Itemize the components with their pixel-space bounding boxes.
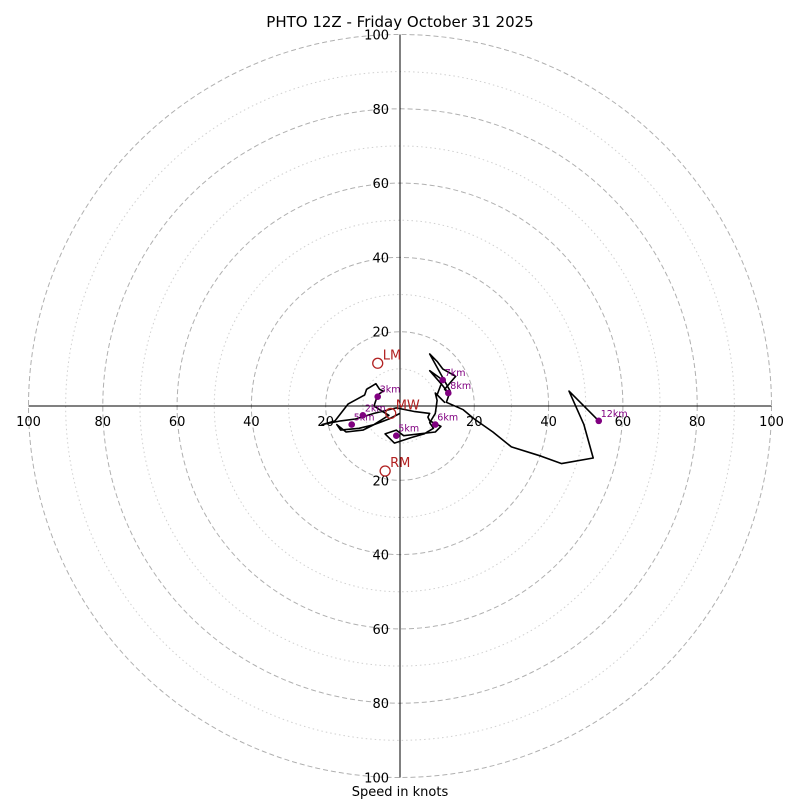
y-tick-label: 100 bbox=[364, 29, 389, 44]
x-axis-label: Speed in knots bbox=[352, 785, 449, 800]
x-tick-label: 60 bbox=[169, 415, 186, 430]
height-markers: 2km 3km 5km 5km 6km 7km 8km 12km bbox=[348, 368, 628, 440]
y-tick-label: 80 bbox=[372, 697, 389, 712]
storm-motion-label: MW bbox=[396, 398, 420, 413]
height-marker-label: 7km bbox=[445, 368, 466, 379]
storm-motion-marker bbox=[385, 407, 397, 420]
height-marker-label: 8km bbox=[450, 381, 471, 392]
y-tick-label: 40 bbox=[372, 549, 389, 564]
chart-title: PHTO 12Z - Friday October 31 2025 bbox=[266, 13, 533, 31]
height-marker-dot bbox=[431, 421, 439, 428]
x-tick-label: 100 bbox=[759, 415, 784, 430]
y-tick-label: 60 bbox=[372, 623, 389, 638]
height-marker-dot bbox=[439, 376, 447, 384]
x-tick-label: 80 bbox=[689, 415, 706, 430]
storm-motion-label: RM bbox=[390, 456, 410, 471]
y-tick-label: 60 bbox=[372, 177, 389, 192]
height-marker-label: 2km bbox=[365, 403, 386, 414]
x-tick-label: 20 bbox=[317, 415, 334, 430]
x-tick-label: 80 bbox=[95, 415, 112, 430]
y-tick-label: 40 bbox=[372, 251, 389, 266]
storm-motion-markers: LM RM MW bbox=[372, 348, 420, 477]
y-tick-label: 20 bbox=[372, 326, 389, 341]
height-marker-label: 6km bbox=[437, 413, 458, 424]
y-tick-label: 20 bbox=[372, 474, 389, 489]
height-marker-dot bbox=[595, 417, 603, 425]
x-tick-label: 40 bbox=[243, 415, 260, 430]
height-marker-dot bbox=[348, 421, 356, 428]
x-tick-label: 60 bbox=[615, 415, 632, 430]
y-tick-label: 100 bbox=[364, 772, 389, 787]
height-marker-dot bbox=[392, 432, 400, 440]
height-marker-label: 3km bbox=[380, 385, 401, 396]
height-marker-dot bbox=[359, 411, 367, 419]
storm-motion-marker bbox=[379, 465, 391, 477]
x-tick-label: 100 bbox=[16, 415, 41, 430]
x-tick-label: 40 bbox=[540, 415, 557, 430]
tick-labels: 20 20 20 20 40 40 40 40 60 60 60 60 80 80 80 80 100 100 10… bbox=[16, 29, 784, 787]
y-tick-label: 80 bbox=[372, 103, 389, 118]
storm-motion-marker bbox=[372, 357, 384, 369]
storm-motion-label: LM bbox=[383, 348, 401, 363]
height-marker-dot bbox=[444, 389, 452, 397]
height-marker-label: 5km bbox=[398, 424, 419, 435]
height-marker-label: 5km bbox=[354, 413, 375, 424]
chart-axes bbox=[28, 34, 772, 778]
x-tick-label: 20 bbox=[466, 415, 483, 430]
height-marker-dot bbox=[374, 393, 382, 401]
height-marker-label: 12km bbox=[601, 409, 628, 420]
